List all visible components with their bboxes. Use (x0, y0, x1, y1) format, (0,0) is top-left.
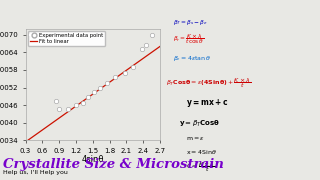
Text: $\beta_\varepsilon = 4\varepsilon\tan\theta$: $\beta_\varepsilon = 4\varepsilon\tan\th… (173, 54, 211, 63)
Point (74, 103, 79, 106)
Point (113, 76, 118, 79)
Text: $\beta_T\mathbf{Cos\theta} = \varepsilon\mathbf{(4Sin\theta)} + \dfrac{K \times : $\beta_T\mathbf{Cos\theta} = \varepsilon… (166, 76, 252, 90)
Point (131, 66, 136, 68)
Text: $\mathrm{C} = \dfrac{K \times \lambda}{t}$: $\mathrm{C} = \dfrac{K \times \lambda}{t… (186, 160, 215, 174)
Text: $\mathrm{x} = 4\mathrm{Sin}\theta$: $\mathrm{x} = 4\mathrm{Sin}\theta$ (186, 148, 216, 156)
Point (104, 82, 109, 85)
Point (143, 44, 148, 46)
Legend: Experimental data point, Fit to linear: Experimental data point, Fit to linear (28, 31, 105, 46)
Point (123, 71, 128, 74)
Point (140, 48, 145, 51)
Text: $\mathbf{y} = \beta_T\mathbf{Cos\theta}$: $\mathbf{y} = \beta_T\mathbf{Cos\theta}$ (179, 119, 220, 129)
Point (54, 99, 59, 102)
Point (86, 96, 91, 98)
Point (92, 91, 97, 93)
Text: Help us, I'll Help you: Help us, I'll Help you (3, 170, 68, 175)
Point (65, 107, 70, 110)
Point (97, 86, 102, 89)
Text: $\beta_r = \dfrac{K \times \lambda}{t\cos\theta}$: $\beta_r = \dfrac{K \times \lambda}{t\co… (173, 32, 204, 46)
Text: $\mathrm{m} = \varepsilon$: $\mathrm{m} = \varepsilon$ (186, 135, 204, 142)
Point (57, 107, 62, 110)
Text: Crystallite Size & Microstrain: Crystallite Size & Microstrain (3, 158, 224, 171)
Text: $\mathbf{y = mx + c}$: $\mathbf{y = mx + c}$ (186, 97, 228, 109)
Point (80, 101, 85, 104)
Text: $\beta_T = \beta_s - \beta_e$: $\beta_T = \beta_s - \beta_e$ (173, 18, 208, 27)
Point (149, 33, 154, 36)
X-axis label: 4sinθ: 4sinθ (82, 155, 104, 164)
